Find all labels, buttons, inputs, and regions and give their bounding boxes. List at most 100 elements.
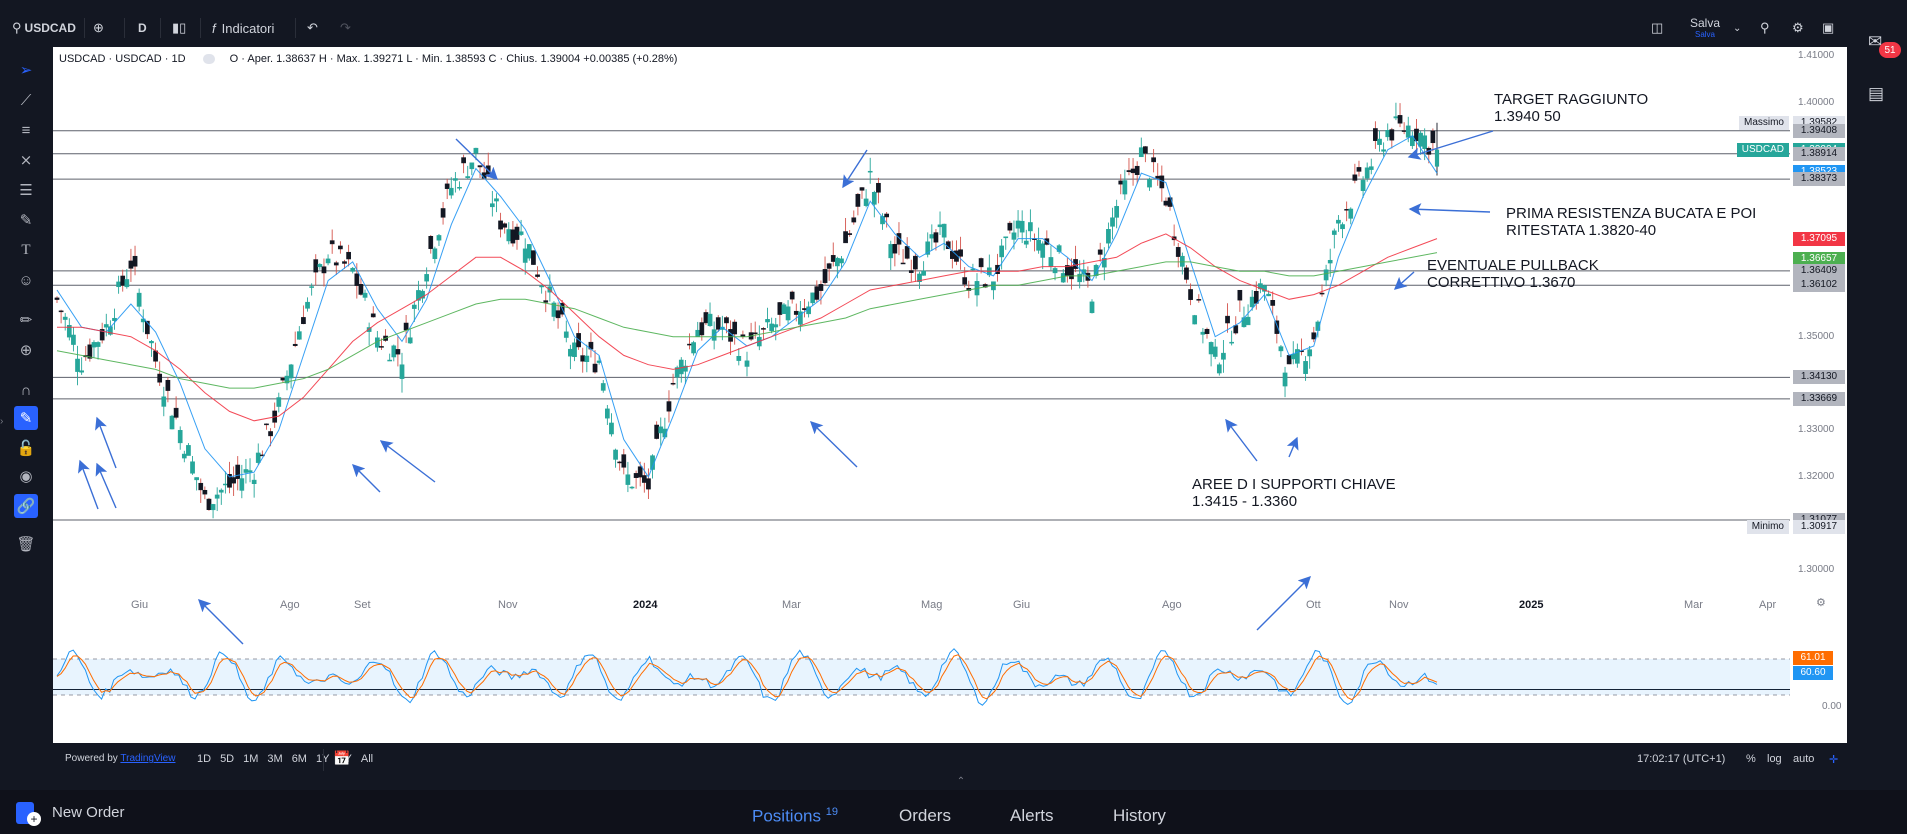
- candle-63[interactable]: [313, 254, 319, 286]
- candle-60[interactable]: [301, 305, 306, 325]
- candle-139[interactable]: [625, 461, 631, 493]
- remove-tool[interactable]: 🗑: [14, 532, 38, 556]
- candle-119[interactable]: [543, 290, 549, 313]
- candle-95[interactable]: [444, 178, 450, 200]
- candle-137[interactable]: [617, 460, 623, 471]
- candle-273[interactable]: [1175, 242, 1181, 268]
- candle-179[interactable]: [789, 290, 795, 304]
- candle-318[interactable]: [1360, 176, 1366, 199]
- candle-197[interactable]: [863, 189, 869, 208]
- candle-274[interactable]: [1180, 252, 1185, 275]
- candle-256[interactable]: [1106, 222, 1111, 249]
- candle-74[interactable]: [358, 278, 364, 296]
- candle-317[interactable]: [1356, 160, 1362, 177]
- candle-0[interactable]: [54, 296, 60, 303]
- symbol-search-button[interactable]: ⚲ USDCAD: [12, 16, 76, 40]
- candle-205[interactable]: [896, 222, 902, 256]
- candle-270[interactable]: [1163, 197, 1169, 207]
- candle-207[interactable]: [904, 237, 910, 260]
- candle-46[interactable]: [243, 458, 249, 484]
- candle-311[interactable]: [1331, 228, 1337, 249]
- candle-169[interactable]: [748, 322, 754, 342]
- osc-d-line[interactable]: [56, 654, 1438, 701]
- candle-81[interactable]: [387, 353, 393, 362]
- candle-304[interactable]: [1303, 356, 1308, 381]
- candle-9[interactable]: [91, 340, 97, 358]
- candle-6[interactable]: [79, 357, 84, 375]
- candle-146[interactable]: [654, 421, 659, 440]
- candle-186[interactable]: [818, 280, 824, 305]
- candle-131[interactable]: [592, 350, 598, 374]
- candle-316[interactable]: [1352, 163, 1358, 184]
- mail-button[interactable]: ✉: [1868, 32, 1882, 52]
- candle-12[interactable]: [103, 313, 109, 337]
- tab-positions[interactable]: Positions 19: [752, 806, 838, 827]
- candle-260[interactable]: [1122, 169, 1128, 200]
- candle-43[interactable]: [231, 466, 236, 496]
- candle-313[interactable]: [1340, 222, 1345, 239]
- candle-161[interactable]: [715, 315, 721, 332]
- candle-92[interactable]: [432, 246, 438, 264]
- candle-42[interactable]: [227, 461, 232, 494]
- candle-136[interactable]: [613, 448, 618, 468]
- candle-124[interactable]: [563, 320, 569, 343]
- candle-187[interactable]: [822, 256, 828, 285]
- candle-108[interactable]: [498, 212, 503, 238]
- candle-195[interactable]: [855, 192, 861, 216]
- candle-141[interactable]: [633, 470, 639, 489]
- candle-94[interactable]: [440, 202, 446, 225]
- pattern-tool[interactable]: ⨯: [14, 148, 38, 172]
- candle-283[interactable]: [1216, 362, 1222, 376]
- candle-45[interactable]: [239, 464, 245, 499]
- candle-246[interactable]: [1065, 258, 1070, 283]
- candle-105[interactable]: [485, 152, 491, 178]
- stay-drawing-tool[interactable]: ✎: [14, 406, 38, 430]
- goto-date-button[interactable]: ⚙: [1816, 596, 1826, 609]
- candle-8[interactable]: [87, 338, 93, 362]
- candle-177[interactable]: [781, 302, 787, 314]
- candle-49[interactable]: [255, 443, 261, 466]
- candle-113[interactable]: [518, 219, 524, 236]
- settings-button[interactable]: ⚙: [1792, 16, 1804, 40]
- candle-220[interactable]: [958, 236, 963, 270]
- candle-247[interactable]: [1069, 258, 1074, 290]
- clock[interactable]: 17:02:17 (UTC+1): [1637, 753, 1726, 765]
- candle-38[interactable]: [210, 503, 216, 519]
- candle-114[interactable]: [522, 238, 528, 275]
- candle-228[interactable]: [991, 281, 996, 300]
- candle-82[interactable]: [391, 344, 397, 362]
- candle-171[interactable]: [756, 325, 762, 351]
- log-toggle[interactable]: log: [1767, 753, 1782, 765]
- candle-54[interactable]: [276, 392, 282, 413]
- candle-328[interactable]: [1401, 122, 1407, 135]
- candle-16[interactable]: [120, 269, 126, 292]
- candle-319[interactable]: [1364, 162, 1370, 182]
- candle-234[interactable]: [1015, 210, 1021, 238]
- candle-154[interactable]: [687, 333, 692, 350]
- candle-97[interactable]: [453, 172, 458, 193]
- candle-261[interactable]: [1126, 158, 1132, 176]
- candle-142[interactable]: [637, 461, 643, 487]
- candle-127[interactable]: [576, 322, 581, 350]
- candle-219[interactable]: [954, 240, 959, 266]
- date-range-button[interactable]: 📅: [333, 750, 350, 767]
- candle-320[interactable]: [1368, 158, 1374, 175]
- snapshot-button[interactable]: ▣: [1822, 16, 1834, 40]
- candle-112[interactable]: [514, 223, 520, 250]
- candle-149[interactable]: [666, 390, 672, 423]
- candle-64[interactable]: [317, 263, 323, 270]
- candle-109[interactable]: [502, 222, 508, 234]
- candle-30[interactable]: [177, 426, 183, 450]
- candle-18[interactable]: [128, 248, 134, 282]
- candle-198[interactable]: [867, 157, 873, 184]
- hide-tool[interactable]: ◉: [14, 464, 38, 488]
- candle-245[interactable]: [1060, 269, 1066, 283]
- candle-158[interactable]: [703, 309, 709, 325]
- candle-144[interactable]: [646, 468, 651, 499]
- candle-203[interactable]: [888, 240, 894, 271]
- candle-107[interactable]: [494, 193, 499, 213]
- candle-204[interactable]: [892, 236, 898, 267]
- range-all[interactable]: All: [360, 753, 374, 765]
- candle-176[interactable]: [777, 301, 783, 327]
- candle-152[interactable]: [678, 357, 684, 383]
